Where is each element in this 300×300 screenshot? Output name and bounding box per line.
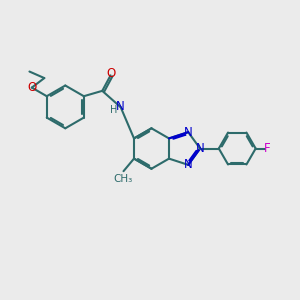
- Text: O: O: [27, 81, 37, 94]
- Text: H: H: [110, 105, 118, 115]
- Text: F: F: [264, 142, 270, 155]
- Text: N: N: [196, 142, 205, 155]
- Text: CH₃: CH₃: [113, 174, 133, 184]
- Text: N: N: [184, 158, 193, 171]
- Text: O: O: [107, 67, 116, 80]
- Text: N: N: [116, 100, 125, 113]
- Text: N: N: [184, 126, 193, 139]
